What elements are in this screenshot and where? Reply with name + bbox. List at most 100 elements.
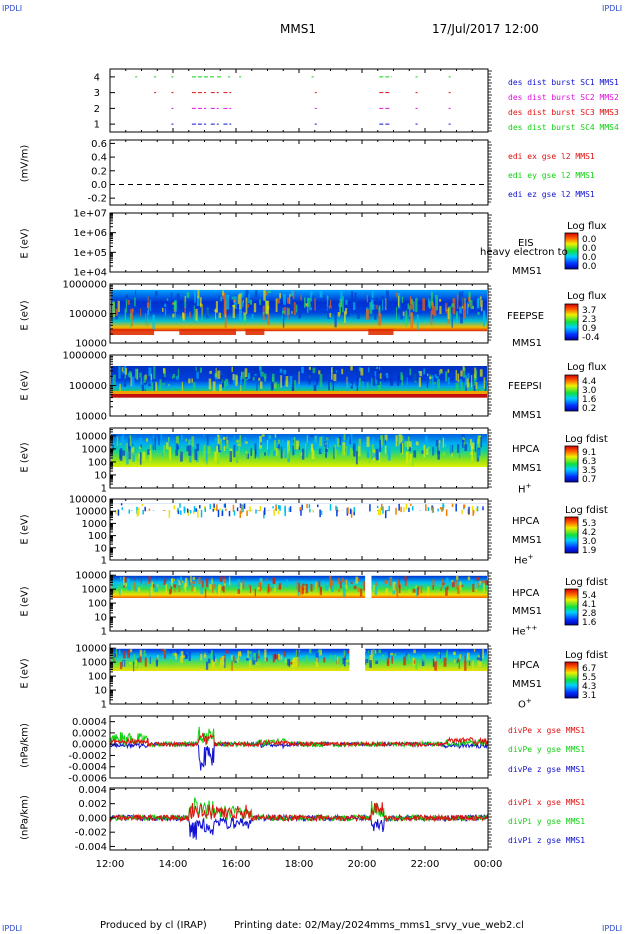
hpca_h-spectrogram-streak bbox=[426, 448, 429, 455]
hpca_h-spectrogram-streak bbox=[277, 448, 280, 462]
hpca_h-spectrogram-streak bbox=[358, 438, 361, 446]
hpca-he-streak bbox=[142, 509, 144, 515]
feepse-spectrogram-streak bbox=[249, 299, 253, 305]
burst-legend-sc2: des dist burst SC2 MMS2 bbox=[508, 93, 619, 102]
feepsi-spectrogram-streak bbox=[141, 384, 145, 394]
hpca_h-spectrogram-streak bbox=[276, 447, 278, 456]
hpca_o-spectrogram-streak bbox=[342, 657, 345, 665]
hpca_hepp-spectrogram-streak bbox=[404, 576, 407, 586]
hpca_h-spectrogram-streak bbox=[238, 443, 240, 456]
feepse-spectrogram-streak bbox=[378, 305, 381, 316]
feepse-spectrogram-streak bbox=[295, 304, 298, 313]
feepse-spectrogram-streak bbox=[224, 313, 227, 328]
feepse-cb-tick-3: -0.4 bbox=[582, 333, 600, 343]
hpca_hepp-spectrogram-streak bbox=[196, 579, 200, 582]
burst-ytick-label: 1 bbox=[94, 120, 100, 131]
hpca_h-spectrogram-streak bbox=[335, 449, 338, 460]
hpca_hepp-spectrogram-streak bbox=[171, 578, 174, 583]
feepse-spectrogram-streak bbox=[468, 297, 471, 302]
feepsi-spectrogram-streak bbox=[376, 366, 379, 369]
feepsi-spectrogram-streak bbox=[275, 381, 278, 393]
feepse-spectrogram-streak bbox=[201, 304, 203, 321]
hpca_h-spectrogram-streak bbox=[372, 452, 376, 458]
hpca_h-spectrogram-streak bbox=[468, 445, 472, 452]
hpca_o-spectrogram-streak bbox=[115, 649, 118, 657]
hpca-he-streak bbox=[228, 510, 231, 517]
hpca_hepp-spectrogram-streak bbox=[337, 577, 340, 585]
hpca_hepp-spectrogram-streak bbox=[120, 588, 123, 594]
feepsi-spectrogram-streak bbox=[195, 366, 197, 371]
hpca_h-spectrogram-streak bbox=[180, 435, 183, 441]
feepsi-spectrogram-streak bbox=[360, 374, 363, 378]
hpca_h-spectrogram-streak bbox=[405, 451, 409, 464]
hpca_hepp-spectrogram-streak bbox=[216, 584, 218, 594]
hpca-he-streak bbox=[240, 510, 243, 514]
hpca_h-spectrogram-streak bbox=[112, 444, 114, 452]
hpca_o-spectrogram-streak bbox=[348, 659, 351, 663]
hpca_h-spectrogram-streak bbox=[203, 450, 206, 464]
hpca_o-spectrogram-streak bbox=[207, 650, 211, 654]
hpca_h-spectrogram-streak bbox=[246, 452, 248, 459]
feepse-spectrogram-streak bbox=[186, 292, 190, 298]
hpca_hepp-spectrogram-streak bbox=[307, 582, 310, 589]
hpca-he-streak bbox=[213, 503, 215, 508]
hpca_hepp-spectrogram-streak bbox=[445, 577, 449, 584]
feepsi-spectrogram-streak bbox=[140, 372, 142, 379]
hpca_o-spectrogram-streak bbox=[403, 656, 407, 666]
hpca_hepp-spectrogram-streak bbox=[242, 580, 245, 589]
hpca_h-spectrogram-streak bbox=[320, 448, 323, 453]
hpca_h-spectrogram-streak bbox=[423, 444, 426, 458]
feepsi-spectrogram-streak bbox=[358, 367, 362, 372]
feepse-spectrogram-streak bbox=[243, 314, 246, 325]
hpca_o-spectrogram-streak bbox=[284, 658, 287, 664]
hpca_h-spectrogram-streak bbox=[229, 451, 232, 462]
feepsi-spectrogram-streak bbox=[457, 373, 460, 383]
eis-cb-title: Log flux bbox=[567, 221, 607, 232]
feepsi-spectrogram-streak bbox=[389, 370, 392, 382]
feepsi-spectrogram-streak bbox=[242, 371, 245, 379]
hpca_hepp-spectrogram-streak bbox=[168, 589, 171, 595]
feepse-spectrogram-streak bbox=[231, 296, 234, 300]
hpca_hepp-spectrogram-streak bbox=[467, 576, 471, 581]
hpca_o-spectrogram-streak bbox=[238, 651, 242, 657]
hpca_o-spectrogram-streak bbox=[170, 658, 173, 665]
hpca_h-spectrogram-streak bbox=[167, 437, 170, 442]
feepsi-spectrogram-streak bbox=[230, 374, 232, 385]
feepse-spectrogram-streak bbox=[323, 294, 325, 301]
hpca-o-cb-title: Log fdist bbox=[565, 650, 608, 661]
feepsi-spectrogram-streak bbox=[153, 382, 156, 391]
hpca_h-spectrogram-streak bbox=[435, 439, 439, 447]
hpca_hepp-spectrogram-streak bbox=[190, 575, 192, 583]
hpca_o-spectrogram-streak bbox=[315, 652, 319, 662]
hpca_h-spectrogram-streak bbox=[384, 434, 388, 441]
feepsi-spectrogram-streak bbox=[469, 382, 471, 388]
feepse-spectrogram-streak bbox=[115, 308, 119, 316]
hpca-he-streak bbox=[121, 507, 123, 510]
hpca_o-spectrogram-streak bbox=[457, 658, 459, 663]
hpca_o-spectrogram-streak bbox=[308, 648, 312, 654]
feepsi-spectrogram-streak bbox=[181, 381, 184, 392]
hpca_hepp-spectrogram-streak bbox=[144, 582, 147, 585]
hpca-he-streak bbox=[309, 508, 311, 513]
hpca_o-spectrogram-streak bbox=[248, 651, 252, 655]
hpca-he-streak bbox=[455, 503, 457, 512]
hpca_h-spectrogram-streak bbox=[128, 446, 131, 460]
hpca_hepp-spectrogram-streak bbox=[374, 585, 378, 595]
hpca_h-spectrogram-streak bbox=[236, 442, 239, 454]
hpca_h-spectrogram-streak bbox=[296, 440, 299, 450]
hpca-he-streak bbox=[279, 505, 281, 511]
hpca-h-species-name: H bbox=[518, 484, 526, 496]
hpca_o-ytick-label: 1 bbox=[101, 700, 107, 711]
hpca-he-cb-tick-0: 5.3 bbox=[582, 519, 597, 529]
hpca-o-label: HPCA bbox=[512, 660, 540, 671]
feepsi-spectrogram-streak bbox=[455, 370, 458, 381]
feepsi-spectrogram-streak bbox=[470, 375, 473, 388]
hpca_he-ytick-label: 10 bbox=[94, 543, 107, 554]
hpca-he-charge: + bbox=[527, 553, 534, 561]
feepse-spectrogram-streak bbox=[130, 302, 133, 309]
hpca_h-spectrogram-streak bbox=[353, 443, 356, 457]
hpca-he-streak bbox=[312, 509, 315, 513]
feepse-spectrogram-streak bbox=[456, 311, 458, 320]
feepsi-spectrogram-streak bbox=[243, 377, 246, 391]
divpi-ytick-label: 0.002 bbox=[78, 799, 107, 810]
